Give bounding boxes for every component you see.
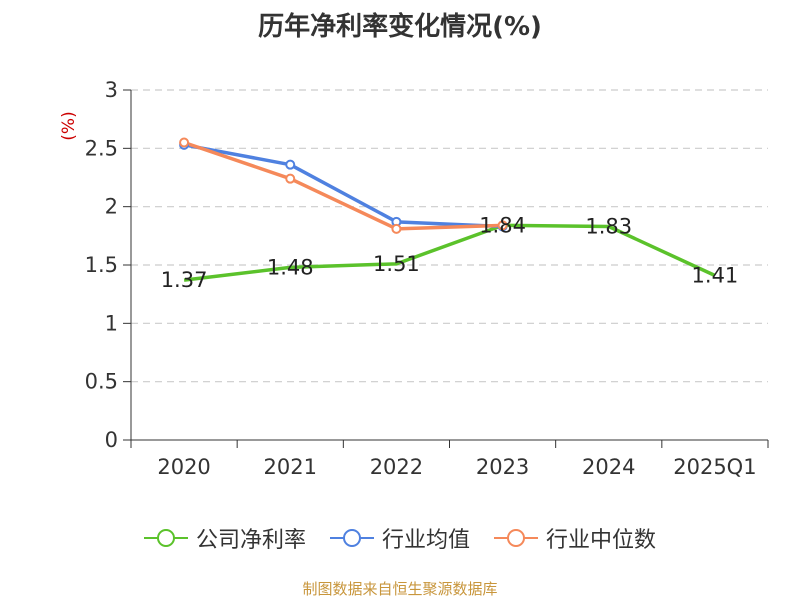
point-2-3 <box>497 220 508 231</box>
y-tick-label: 2 <box>105 195 118 219</box>
point-1-1 <box>285 159 296 170</box>
x-tick-label: 2023 <box>476 455 529 479</box>
legend-label-industry-median: 行业中位数 <box>546 528 657 553</box>
legend-item-industry-median[interactable]: 行业中位数 <box>494 522 656 554</box>
legend-marker-company <box>143 529 188 547</box>
point-2-0 <box>179 137 190 148</box>
x-tick-label: 2025Q1 <box>673 455 756 479</box>
point-2-2 <box>391 223 402 234</box>
series-line-1 <box>183 143 503 229</box>
y-tick-label: 0 <box>105 428 118 452</box>
data-label: 1.48 <box>267 255 314 279</box>
legend-label-company: 公司净利率 <box>195 528 306 553</box>
legend: 公司净利率 行业均值 行业中位数 <box>0 518 800 558</box>
x-tick-label: 2021 <box>264 455 317 479</box>
y-tick-label: 2.5 <box>85 136 118 160</box>
legend-marker-industry-median <box>494 529 538 547</box>
point-2-1 <box>285 173 296 184</box>
data-label: 1.51 <box>373 252 420 276</box>
legend-item-company[interactable]: 公司净利率 <box>143 522 306 554</box>
y-tick-label: 1 <box>105 311 118 335</box>
y-tick-label: 3 <box>105 78 118 102</box>
series-line-0 <box>183 223 716 282</box>
data-label: 1.37 <box>161 268 208 292</box>
y-tick-label: 1.5 <box>85 253 118 277</box>
x-tick-label: 2024 <box>582 455 635 479</box>
y-axis-label: (%) <box>59 111 79 140</box>
data-label: 1.83 <box>585 215 632 239</box>
source-note: 制图数据来自恒生聚源数据库 <box>302 580 498 598</box>
chart-title: 历年净利率变化情况(%) <box>258 12 542 42</box>
x-tick-label: 2020 <box>157 455 210 479</box>
x-tick-label: 2022 <box>370 455 423 479</box>
legend-label-industry-mean: 行业均值 <box>381 528 470 553</box>
legend-item-industry-mean[interactable]: 行业均值 <box>329 522 470 554</box>
data-label: 1.84 <box>479 213 526 237</box>
legend-marker-industry-mean <box>329 529 374 547</box>
data-label: 1.41 <box>692 264 739 288</box>
y-tick-label: 0.5 <box>85 370 118 394</box>
series-line-2 <box>183 140 503 231</box>
